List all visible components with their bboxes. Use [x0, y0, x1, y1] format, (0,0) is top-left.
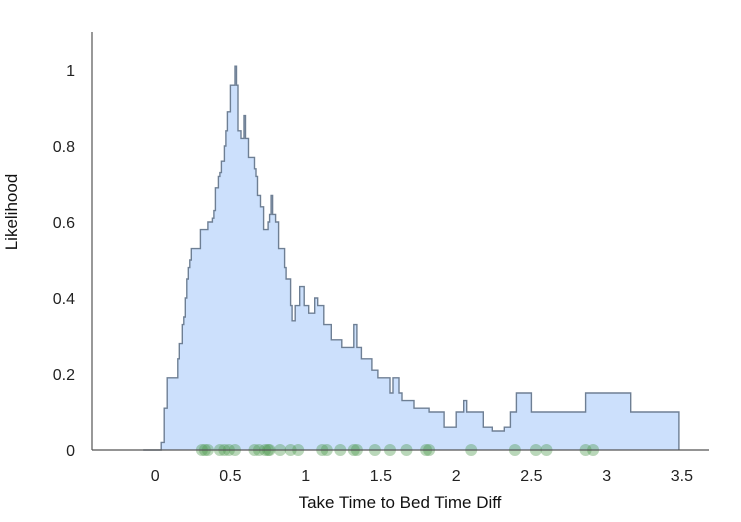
x-tick-label: 3.5: [671, 468, 693, 485]
likelihood-step-line-0: [143, 65, 680, 451]
x-axis-title: Take Time to Bed Time Diff: [299, 493, 502, 512]
y-tick-label: 0.4: [53, 291, 75, 308]
y-axis-title: Likelihood: [2, 174, 21, 251]
x-tick-label: 2.5: [520, 468, 542, 485]
x-tick-label: 2: [452, 468, 461, 485]
y-axis-ticks: 0 0.2 0.4 0.6 0.8 1: [53, 63, 75, 460]
rug-points-layer: [195, 444, 600, 456]
y-tick-label: 0: [66, 443, 75, 460]
x-tick-label: 0: [151, 468, 160, 485]
area-layer: [143, 65, 680, 451]
y-tick-label: 0.8: [53, 139, 75, 156]
likelihood-area-fill-0: [143, 66, 679, 450]
x-tick-label: 1.5: [370, 468, 392, 485]
y-tick-label: 0.2: [53, 367, 75, 384]
x-tick-label: 1: [301, 468, 310, 485]
y-tick-label: 1: [66, 63, 75, 80]
x-tick-label: 3: [602, 468, 611, 485]
y-tick-label: 0.6: [53, 215, 75, 232]
x-axis-ticks: 0 0.5 1 1.5 2 2.5 3 3.5: [151, 468, 693, 485]
x-tick-label: 0.5: [219, 468, 241, 485]
